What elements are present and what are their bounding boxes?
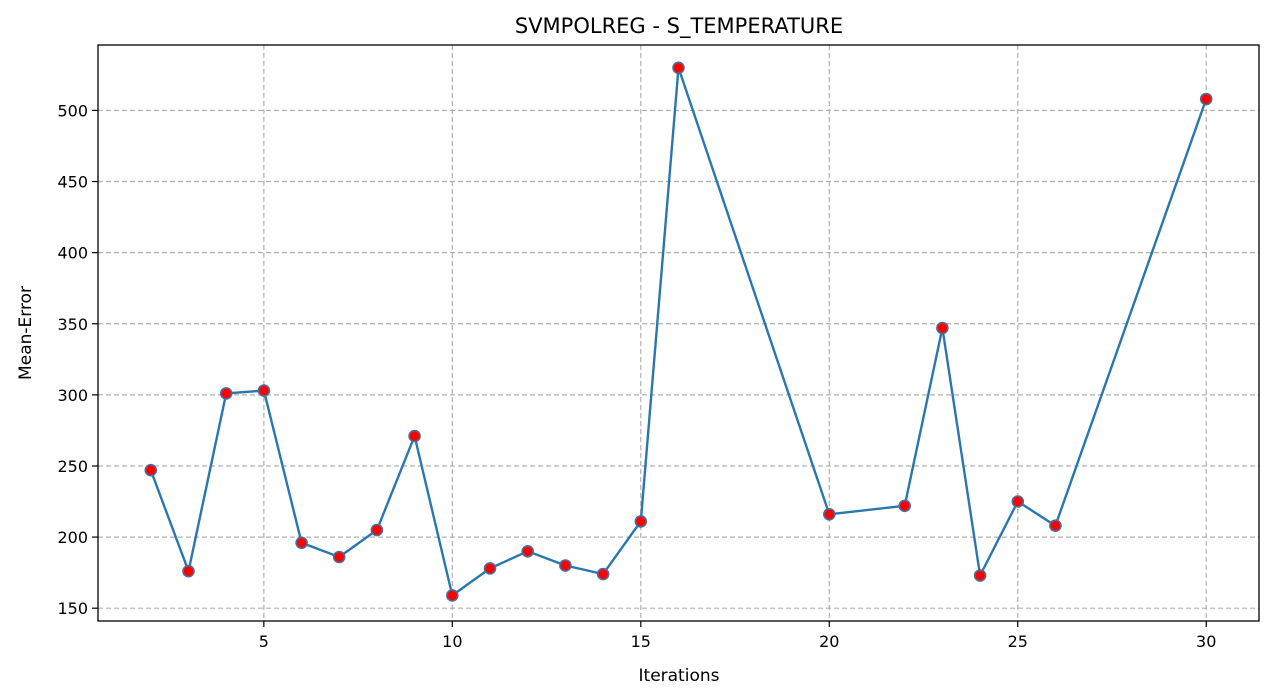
data-point-20 bbox=[1049, 519, 1062, 533]
y-tick-label-200: 200 bbox=[57, 528, 88, 547]
y-tick-label-350: 350 bbox=[57, 315, 88, 334]
data-point-14 bbox=[672, 61, 685, 75]
series-markers bbox=[144, 61, 1213, 602]
plot-frame bbox=[97, 44, 1260, 622]
series-line bbox=[149, 66, 1208, 597]
x-tick-label-20: 20 bbox=[819, 632, 839, 651]
data-point-10 bbox=[521, 544, 535, 558]
data-point-2 bbox=[219, 387, 233, 400]
data-point-16 bbox=[898, 499, 912, 513]
data-point-3 bbox=[257, 384, 271, 397]
data-point-7 bbox=[408, 429, 421, 443]
data-point-15 bbox=[822, 507, 836, 521]
y-tick-label-400: 400 bbox=[57, 244, 88, 263]
data-point-19 bbox=[1011, 495, 1025, 508]
y-tick-label-300: 300 bbox=[57, 386, 88, 405]
x-tick-label-5: 5 bbox=[259, 632, 269, 651]
data-point-5 bbox=[332, 550, 346, 564]
x-tick-label-10: 10 bbox=[442, 632, 462, 651]
x-tick-label-15: 15 bbox=[631, 632, 651, 651]
y-tick-label-150: 150 bbox=[57, 599, 88, 618]
data-point-17 bbox=[936, 321, 949, 335]
data-point-0 bbox=[144, 463, 158, 477]
x-tick-label-25: 25 bbox=[1008, 632, 1028, 651]
data-point-18 bbox=[973, 569, 987, 582]
x-axis-ticks: 5 10 15 20 25 30 bbox=[259, 621, 1216, 651]
y-axis-ticks: 150 200 250 300 350 400 450 500 bbox=[57, 101, 98, 618]
chart-title: SVMPOLREG - S_TEMPERATURE bbox=[515, 14, 843, 39]
grid bbox=[98, 45, 1259, 621]
data-point-9 bbox=[483, 562, 497, 575]
data-point-11 bbox=[559, 559, 572, 572]
y-tick-label-500: 500 bbox=[57, 101, 88, 120]
data-point-13 bbox=[634, 515, 648, 528]
y-tick-label-250: 250 bbox=[57, 457, 88, 476]
y-tick-label-450: 450 bbox=[57, 173, 88, 192]
data-point-1 bbox=[182, 564, 195, 578]
x-tick-label-30: 30 bbox=[1196, 632, 1216, 651]
x-axis-label: Iterations bbox=[639, 666, 720, 686]
data-point-21 bbox=[1199, 92, 1213, 106]
y-axis-label: Mean-Error bbox=[16, 286, 36, 380]
data-point-6 bbox=[370, 523, 384, 537]
data-point-8 bbox=[445, 589, 459, 602]
data-point-12 bbox=[596, 567, 610, 581]
data-point-4 bbox=[295, 536, 308, 550]
